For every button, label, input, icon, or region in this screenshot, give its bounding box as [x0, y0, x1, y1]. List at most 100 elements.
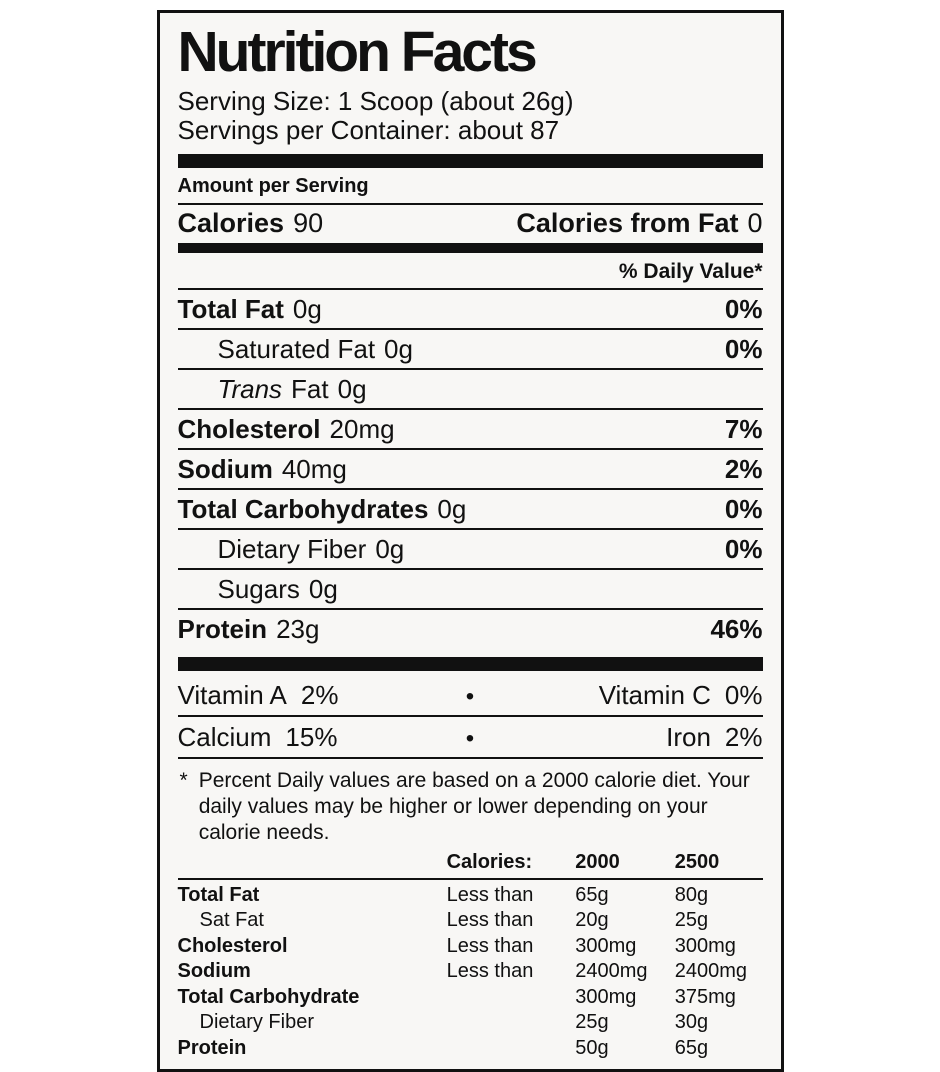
ref-nutrient-name: Protein [177, 1036, 247, 1059]
nutrient-dv: 0% [724, 294, 763, 325]
nutrient-amount: 0g [292, 294, 322, 325]
nutrient-amount: 0g [375, 534, 405, 565]
nutrient-name: Sodium [177, 454, 273, 485]
nutrient-amount: 0g [384, 334, 413, 365]
nutrient-row-sodium: Sodium 40mg 2% [177, 450, 763, 491]
nutrient-name: Cholesterol [177, 414, 321, 445]
nutrient-row-cholesterol: Cholesterol 20mg 7% [177, 410, 763, 451]
calories-value: 90 [293, 208, 324, 239]
calories-left: Calories 90 [178, 208, 324, 239]
ref-qualifier: Less than [446, 909, 534, 932]
ref-value-2500: 80g [674, 883, 709, 906]
reference-row-sat-fat: Sat Fat Less than 20g 25g [178, 908, 763, 934]
amount-per-serving-label: Amount per Serving [177, 172, 763, 206]
ref-qualifier [447, 1010, 576, 1036]
vitamin-name: Iron [666, 722, 711, 753]
nutrition-facts-label: Nutrition Facts Serving Size: 1 Scoop (a… [156, 10, 784, 1072]
daily-value-header: % Daily Value* [177, 253, 763, 291]
nutrient-name: Saturated Fat [217, 334, 376, 365]
calories-from-fat: Calories from Fat 0 [516, 208, 762, 239]
vitamin-name: Vitamin A [177, 680, 287, 711]
header-2000: 2000 [575, 851, 620, 874]
nutrient-amount: 23g [276, 614, 320, 645]
nutrient-dv: 46% [710, 614, 763, 645]
nutrient-dv: 2% [724, 454, 763, 485]
ref-nutrient-name: Sodium [177, 960, 251, 983]
reference-table: Calories: 2000 2500 Total Fat Less than … [177, 850, 763, 1062]
ref-value-2500: 375mg [674, 985, 736, 1008]
reference-row-cholesterol: Cholesterol Less than 300mg 300mg [178, 934, 763, 960]
ref-nutrient-name: Total Carbohydrate [177, 985, 360, 1008]
ref-nutrient-name: Total Fat [177, 883, 260, 906]
ref-nutrient-name: Cholesterol [177, 934, 288, 957]
nutrient-row-saturated-fat: Saturated Fat 0g 0% [177, 330, 763, 371]
ref-qualifier [447, 1036, 576, 1062]
ref-qualifier: Less than [446, 934, 534, 957]
footnote-text: Percent Daily values are based on a 2000… [198, 769, 750, 845]
ref-nutrient-name: Sat Fat [199, 909, 264, 932]
vitamin-value: 0% [724, 680, 763, 711]
ref-qualifier: Less than [446, 960, 534, 983]
bullet-separator-icon: • [465, 725, 475, 753]
vitamin-name: Calcium [177, 722, 272, 753]
nutrient-row-sugars: Sugars 0g [177, 570, 763, 611]
footnote: * Percent Daily values are based on a 20… [178, 759, 763, 850]
reference-row-total-carbohydrate: Total Carbohydrate 300mg 375mg [178, 985, 763, 1011]
divider-bar-vitamins [177, 657, 763, 672]
reference-row-total-fat: Total Fat Less than 65g 80g [178, 883, 763, 909]
label-title: Nutrition Facts [177, 20, 538, 84]
vitamin-value: 2% [300, 680, 339, 711]
vitamin-name: Vitamin C [598, 680, 711, 711]
ref-value-2000: 20g [575, 909, 609, 932]
ref-value-2000: 65g [575, 883, 609, 906]
calories-from-fat-value: 0 [747, 208, 763, 239]
serving-size: Serving Size: 1 Scoop (about 26g) [177, 86, 574, 117]
reference-row-dietary-fiber: Dietary Fiber 25g 30g [178, 1010, 763, 1036]
ref-value-2500: 65g [674, 1036, 709, 1059]
nutrient-row-total-fat: Total Fat 0g 0% [177, 290, 763, 331]
ref-value-2000: 25g [575, 1011, 609, 1034]
reference-row-sodium: Sodium Less than 2400mg 2400mg [178, 959, 763, 985]
ref-value-2000: 300mg [575, 985, 637, 1008]
ref-value-2000: 300mg [575, 934, 637, 957]
vitamin-row-calcium-iron: Calcium 15% • Iron 2% [177, 717, 763, 760]
nutrient-row-protein: Protein 23g 46% [178, 610, 763, 648]
nutrient-name: Fat [291, 374, 329, 405]
ref-value-2500: 25g [674, 909, 709, 932]
nutrient-name: Sugars [217, 574, 300, 605]
nutrient-row-trans-fat: Trans Fat 0g [177, 370, 763, 411]
nutrient-row-dietary-fiber: Dietary Fiber 0g 0% [177, 530, 763, 571]
nutrient-name: Protein [177, 614, 268, 645]
nutrient-amount: 0g [337, 374, 367, 405]
nutrient-amount: 0g [308, 574, 338, 605]
nutrient-amount: 40mg [281, 454, 347, 485]
nutrient-name: Total Fat [177, 294, 284, 325]
reference-table-header: Calories: 2000 2500 [177, 850, 763, 880]
ref-value-2500: 30g [674, 1011, 709, 1034]
divider-bar-top [177, 154, 763, 169]
ref-value-2500: 2400mg [674, 960, 747, 983]
nutrient-dv: 0% [724, 334, 763, 365]
vitamin-value: 15% [285, 722, 338, 753]
footnote-asterisk: * [179, 769, 188, 793]
divider-bar-calories [177, 243, 763, 254]
servings-per-container: Servings per Container: about 87 [177, 115, 560, 146]
nutrient-dv: 0% [724, 494, 763, 525]
ref-nutrient-name: Dietary Fiber [199, 1011, 314, 1034]
calories-label: Calories [177, 208, 285, 239]
nutrient-amount: 0g [437, 494, 467, 525]
ref-qualifier [447, 985, 576, 1011]
calories-row: Calories 90 Calories from Fat 0 [178, 205, 763, 243]
nutrient-name: Total Carbohydrates [177, 494, 429, 525]
nutrient-dv: 0% [724, 534, 763, 565]
nutrient-row-total-carbohydrates: Total Carbohydrates 0g 0% [177, 490, 763, 531]
nutrient-name: Dietary Fiber [217, 534, 367, 565]
ref-value-2000: 2400mg [575, 960, 648, 983]
vitamin-row-a-c: Vitamin A 2% • Vitamin C 0% [177, 675, 763, 718]
reference-row-protein: Protein 50g 65g [178, 1036, 763, 1062]
bullet-separator-icon: • [465, 683, 475, 711]
calories-from-fat-label: Calories from Fat [516, 208, 739, 239]
header-2500: 2500 [674, 851, 720, 874]
header-calories-label: Calories: [446, 851, 533, 874]
ref-value-2000: 50g [575, 1036, 609, 1059]
